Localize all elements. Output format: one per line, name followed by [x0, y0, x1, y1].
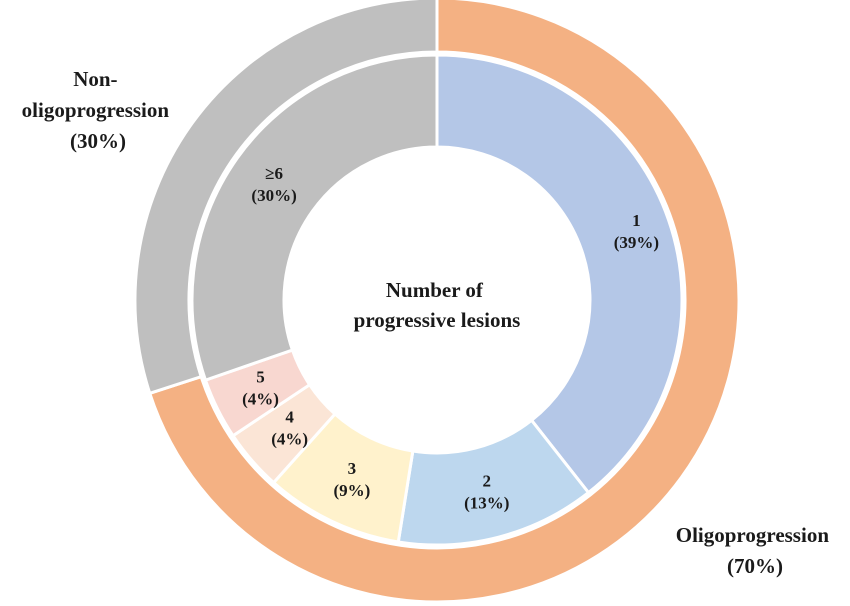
inner-slice-1 — [435, 53, 684, 495]
inner-label-1: 1 (39%) — [614, 211, 659, 252]
center-label-line-2: progressive lesions — [354, 308, 521, 332]
inner-label-6: ≥6 (30%) — [251, 164, 296, 205]
inner-slice-6 — [190, 53, 439, 383]
inner-label-2: 2 (13%) — [464, 472, 509, 513]
inner-label-4: 4 (4%) — [271, 408, 308, 449]
inner-ring — [190, 53, 684, 547]
center-label: Number of progressive lesions — [354, 278, 521, 332]
inner-label-3: 3 (9%) — [333, 459, 370, 500]
inner-label-5: 5 (4%) — [242, 367, 279, 408]
labels: 1 (39%) 2 (13%) 3 (9%) 4 (4%)5 (4%) ≥6 (30%) — [242, 164, 659, 513]
outer-label-oligoprogression: Oligoprogression (70%) — [676, 523, 835, 578]
center-label-line-1: Number of — [386, 278, 484, 302]
outer-ring — [133, 0, 741, 604]
outer-label-non-oligoprogression: Non- oligoprogression (30%) — [22, 67, 175, 153]
outer-slice-non-oligoprogression — [133, 0, 439, 396]
outer-slice-oligoprogression — [147, 0, 741, 604]
